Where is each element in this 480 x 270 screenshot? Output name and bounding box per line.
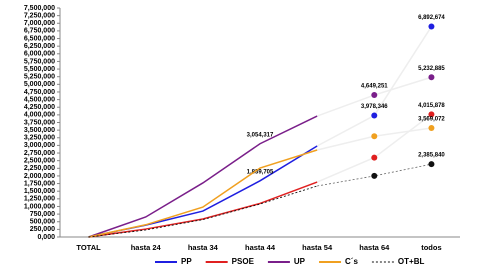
point [371,172,378,179]
value-label: 3,978,346 [361,104,388,110]
y-tick-label: 2,500,000 [24,158,55,165]
trend-line [317,163,432,187]
y-tick-label: 6,000,000 [24,51,55,58]
x-tick-label: hasta 44 [245,243,276,252]
legend-label: C´s [345,257,358,266]
legend-label: PP [181,257,192,266]
point [428,111,435,118]
series-line [88,115,318,238]
y-tick-label: 6,750,000 [24,28,55,35]
y-tick-label: 5,250,000 [24,74,55,81]
y-tick-label: 4,000,000 [24,112,55,119]
point [428,161,435,168]
y-tick-label: 4,750,000 [24,89,55,96]
x-tick-label: hasta 34 [188,243,219,252]
value-label: 3,054,317 [247,132,274,138]
x-tick-label: hasta 24 [131,243,162,252]
value-label: 2,385,840 [418,153,445,159]
series-line [88,149,318,238]
y-tick-label: 7,250,000 [24,12,55,19]
legend-label: OT+BL [398,257,425,266]
y-tick-label: 6,250,000 [24,43,55,50]
y-tick-label: 2,750,000 [24,150,55,157]
point [428,23,435,30]
x-tick-label: hasta 64 [359,243,390,252]
x-tick-label: TOTAL [76,243,101,252]
y-tick-label: 6,500,000 [24,35,55,42]
value-label: 5,232,885 [418,66,445,72]
series-line [88,145,318,238]
y-tick-label: 3,000,000 [24,142,55,149]
y-tick-label: 750,000 [30,211,55,218]
legend-label: UP [294,257,306,266]
y-tick-label: 3,750,000 [24,119,55,126]
y-tick-label: 4,250,000 [24,104,55,111]
value-label: 4,015,878 [418,103,445,109]
y-tick-label: 5,000,000 [24,81,55,88]
point [371,112,378,119]
point [371,92,378,99]
y-tick-label: 4,500,000 [24,96,55,103]
point [371,133,378,140]
y-tick-label: 0,000 [37,234,55,241]
point [428,74,435,81]
y-tick-label: 500,000 [30,219,55,226]
y-tick-label: 1,500,000 [24,188,55,195]
value-label: 4,649,251 [361,84,388,90]
value-label: 6,892,674 [418,15,445,21]
y-tick-label: 1,250,000 [24,196,55,203]
y-tick-label: 5,750,000 [24,58,55,65]
y-tick-label: 250,000 [30,226,55,233]
series-line [88,181,318,238]
y-tick-label: 2,000,000 [24,173,55,180]
x-tick-label: todos [421,243,441,252]
y-tick-label: 3,250,000 [24,135,55,142]
value-label: 1,839,705 [247,169,274,175]
y-tick-label: 7,500,000 [24,5,55,12]
legend-label: PSOE [232,257,255,266]
y-tick-label: 1,750,000 [24,180,55,187]
point [428,125,435,132]
point [371,154,378,161]
value-label: 3,569,072 [418,117,445,123]
x-tick-label: hasta 54 [302,243,333,252]
y-tick-label: 7,000,000 [24,20,55,27]
y-tick-label: 1,000,000 [24,203,55,210]
y-tick-label: 3,500,000 [24,127,55,134]
y-tick-label: 5,500,000 [24,66,55,73]
trend-line [316,113,432,183]
y-tick-label: 2,250,000 [24,165,55,172]
